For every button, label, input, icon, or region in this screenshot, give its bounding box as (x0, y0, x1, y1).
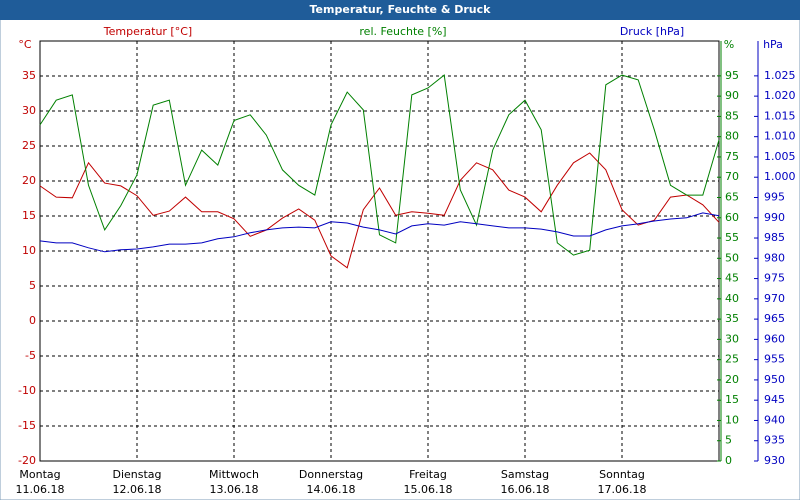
y3-tick-label: 1.015 (764, 109, 796, 122)
y2-tick-label: 85 (725, 109, 739, 122)
y3-tick-label: 1.020 (764, 89, 796, 102)
y2-tick-label: 40 (725, 292, 739, 305)
y2-tick-label: 10 (725, 413, 739, 426)
y2-tick-label: 5 (725, 434, 732, 447)
x-tick-label: Samstag (501, 468, 549, 481)
y3-tick-label: 980 (764, 251, 785, 264)
y3-tick-label: 955 (764, 353, 785, 366)
y2-tick-label: 30 (725, 332, 739, 345)
y2-tick-label: 90 (725, 89, 739, 102)
y3-tick-label: 935 (764, 434, 785, 447)
series-line (39, 152, 720, 269)
y3-tick-label: 985 (764, 231, 785, 244)
y-tick-label: 15 (22, 209, 36, 222)
x-tick-label: Montag (19, 468, 60, 481)
y-tick-label: 0 (29, 314, 36, 327)
y-tick-label: 35 (22, 69, 36, 82)
y2-tick-label: 60 (725, 211, 739, 224)
y3-tick-label: 940 (764, 413, 785, 426)
y-tick-label: -15 (18, 419, 36, 432)
x-tick-label: Dienstag (112, 468, 161, 481)
y2-tick-label: 70 (725, 170, 739, 183)
x-tick-date: 16.06.18 (501, 483, 550, 496)
y3-unit: hPa (763, 38, 783, 51)
legend-label: rel. Feuchte [%] (359, 25, 446, 38)
y3-tick-label: 1.000 (764, 170, 796, 183)
y2-tick-label: 35 (725, 312, 739, 325)
y3-tick-label: 930 (764, 454, 785, 467)
y3-tick-label: 975 (764, 272, 785, 285)
y-tick-label: 30 (22, 104, 36, 117)
x-tick-date: 14.06.18 (307, 483, 356, 496)
legend-label: Druck [hPa] (620, 25, 684, 38)
y-tick-label: -20 (18, 454, 36, 467)
x-tick-label: Mittwoch (209, 468, 259, 481)
y-tick-label: -10 (18, 384, 36, 397)
x-tick-date: 12.06.18 (113, 483, 162, 496)
y3-tick-label: 970 (764, 292, 785, 305)
y-tick-label: -5 (25, 349, 36, 362)
legend-label: Temperatur [°C] (103, 25, 192, 38)
series-line (39, 212, 720, 253)
y3-tick-label: 995 (764, 190, 785, 203)
y2-tick-label: 65 (725, 190, 739, 203)
y-tick-label: 25 (22, 139, 36, 152)
y2-tick-label: 80 (725, 130, 739, 143)
y-tick-label: 20 (22, 174, 36, 187)
x-tick-label: Freitag (409, 468, 447, 481)
series-line (39, 74, 720, 256)
chart-title: Temperatur, Feuchte & Druck (310, 3, 492, 16)
y2-tick-label: 20 (725, 373, 739, 386)
y2-tick-label: 15 (725, 393, 739, 406)
x-tick-label: Sonntag (599, 468, 645, 481)
x-tick-date: 15.06.18 (404, 483, 453, 496)
x-tick-date: 13.06.18 (210, 483, 259, 496)
y2-unit: % (724, 38, 734, 51)
y-tick-label: 10 (22, 244, 36, 257)
y2-tick-label: 50 (725, 251, 739, 264)
y2-tick-label: 0 (725, 454, 732, 467)
y3-tick-label: 965 (764, 312, 785, 325)
y3-tick-label: 1.025 (764, 69, 796, 82)
y2-tick-label: 25 (725, 353, 739, 366)
y3-tick-label: 1.010 (764, 130, 796, 143)
y3-tick-label: 1.005 (764, 150, 796, 163)
x-tick-date: 11.06.18 (16, 483, 65, 496)
title-bar (0, 0, 800, 20)
x-tick-date: 17.06.18 (598, 483, 647, 496)
y3-tick-label: 990 (764, 211, 785, 224)
x-tick-label: Donnerstag (299, 468, 363, 481)
y3-tick-label: 960 (764, 332, 785, 345)
y3-tick-label: 950 (764, 373, 785, 386)
y2-tick-label: 55 (725, 231, 739, 244)
y2-tick-label: 45 (725, 272, 739, 285)
y-tick-label: 5 (29, 279, 36, 292)
y3-tick-label: 945 (764, 393, 785, 406)
y2-tick-label: 95 (725, 69, 739, 82)
y-unit: °C (18, 38, 32, 51)
y2-tick-label: 75 (725, 150, 739, 163)
